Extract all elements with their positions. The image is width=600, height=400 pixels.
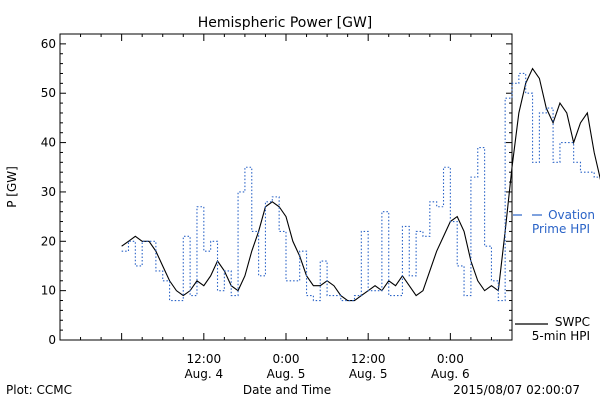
legend-ovation: Ovation Prime HPI — [513, 208, 595, 236]
y-tick-label: 50 — [41, 86, 56, 100]
y-axis: 0 10 20 30 40 50 60 — [41, 33, 512, 347]
series-swpc — [121, 67, 600, 302]
y-axis-label: P [GW] — [5, 166, 19, 208]
plot-timestamp: 2015/08/07 02:00:07 — [453, 383, 580, 397]
x-tick-time-label: 0:00 — [273, 352, 300, 366]
data-point — [395, 295, 396, 296]
chart-title: Hemispheric Power [GW] — [198, 15, 373, 31]
data-point — [135, 265, 136, 266]
y-tick-label: 40 — [41, 136, 56, 150]
data-point — [559, 142, 560, 143]
y-tick-label: 60 — [41, 37, 56, 51]
ovation-line — [121, 72, 600, 302]
swpc-line — [121, 67, 600, 302]
plot-area — [59, 33, 513, 341]
x-axis-label: Date and Time — [243, 383, 331, 397]
data-point — [518, 73, 519, 74]
plot-credit: Plot: CCMC — [6, 383, 72, 397]
data-point — [484, 246, 485, 247]
data-point — [477, 147, 478, 148]
data-point — [237, 191, 238, 192]
plot-frame — [59, 33, 513, 341]
data-point — [381, 211, 382, 212]
data-point — [436, 206, 437, 207]
y-tick-label: 10 — [41, 284, 56, 298]
data-point — [203, 251, 204, 252]
y-tick-label: 0 — [48, 333, 56, 347]
data-point — [388, 295, 389, 296]
x-tick-date-label: Aug. 6 — [431, 367, 470, 381]
data-point — [244, 167, 245, 168]
y-tick-label: 20 — [41, 234, 56, 248]
legend-swpc-line1: SWPC — [555, 315, 590, 329]
x-tick-time-label: 12:00 — [351, 352, 386, 366]
data-point — [340, 300, 341, 301]
x-tick-date-label: Aug. 4 — [184, 367, 223, 381]
data-point — [566, 142, 567, 143]
series-layer — [121, 67, 600, 302]
legend-swpc-line2: 5-min HPI — [532, 329, 590, 343]
x-tick-time-label: 12:00 — [187, 352, 222, 366]
x-tick-date-label: Aug. 5 — [267, 367, 306, 381]
data-point — [183, 236, 184, 237]
legend-swpc: SWPC 5-min HPI — [515, 315, 590, 343]
data-point — [320, 260, 321, 261]
data-point — [190, 295, 191, 296]
x-tick-date-label: Aug. 5 — [349, 367, 388, 381]
data-point — [258, 275, 259, 276]
data-point — [265, 201, 266, 202]
x-tick-time-label: 0:00 — [437, 352, 464, 366]
data-point — [443, 167, 444, 168]
legend-ovation-line1: Ovation — [548, 208, 595, 222]
legend-ovation-line2: Prime HPI — [532, 222, 590, 236]
series-ovation — [121, 72, 600, 302]
y-tick-label: 30 — [41, 185, 56, 199]
